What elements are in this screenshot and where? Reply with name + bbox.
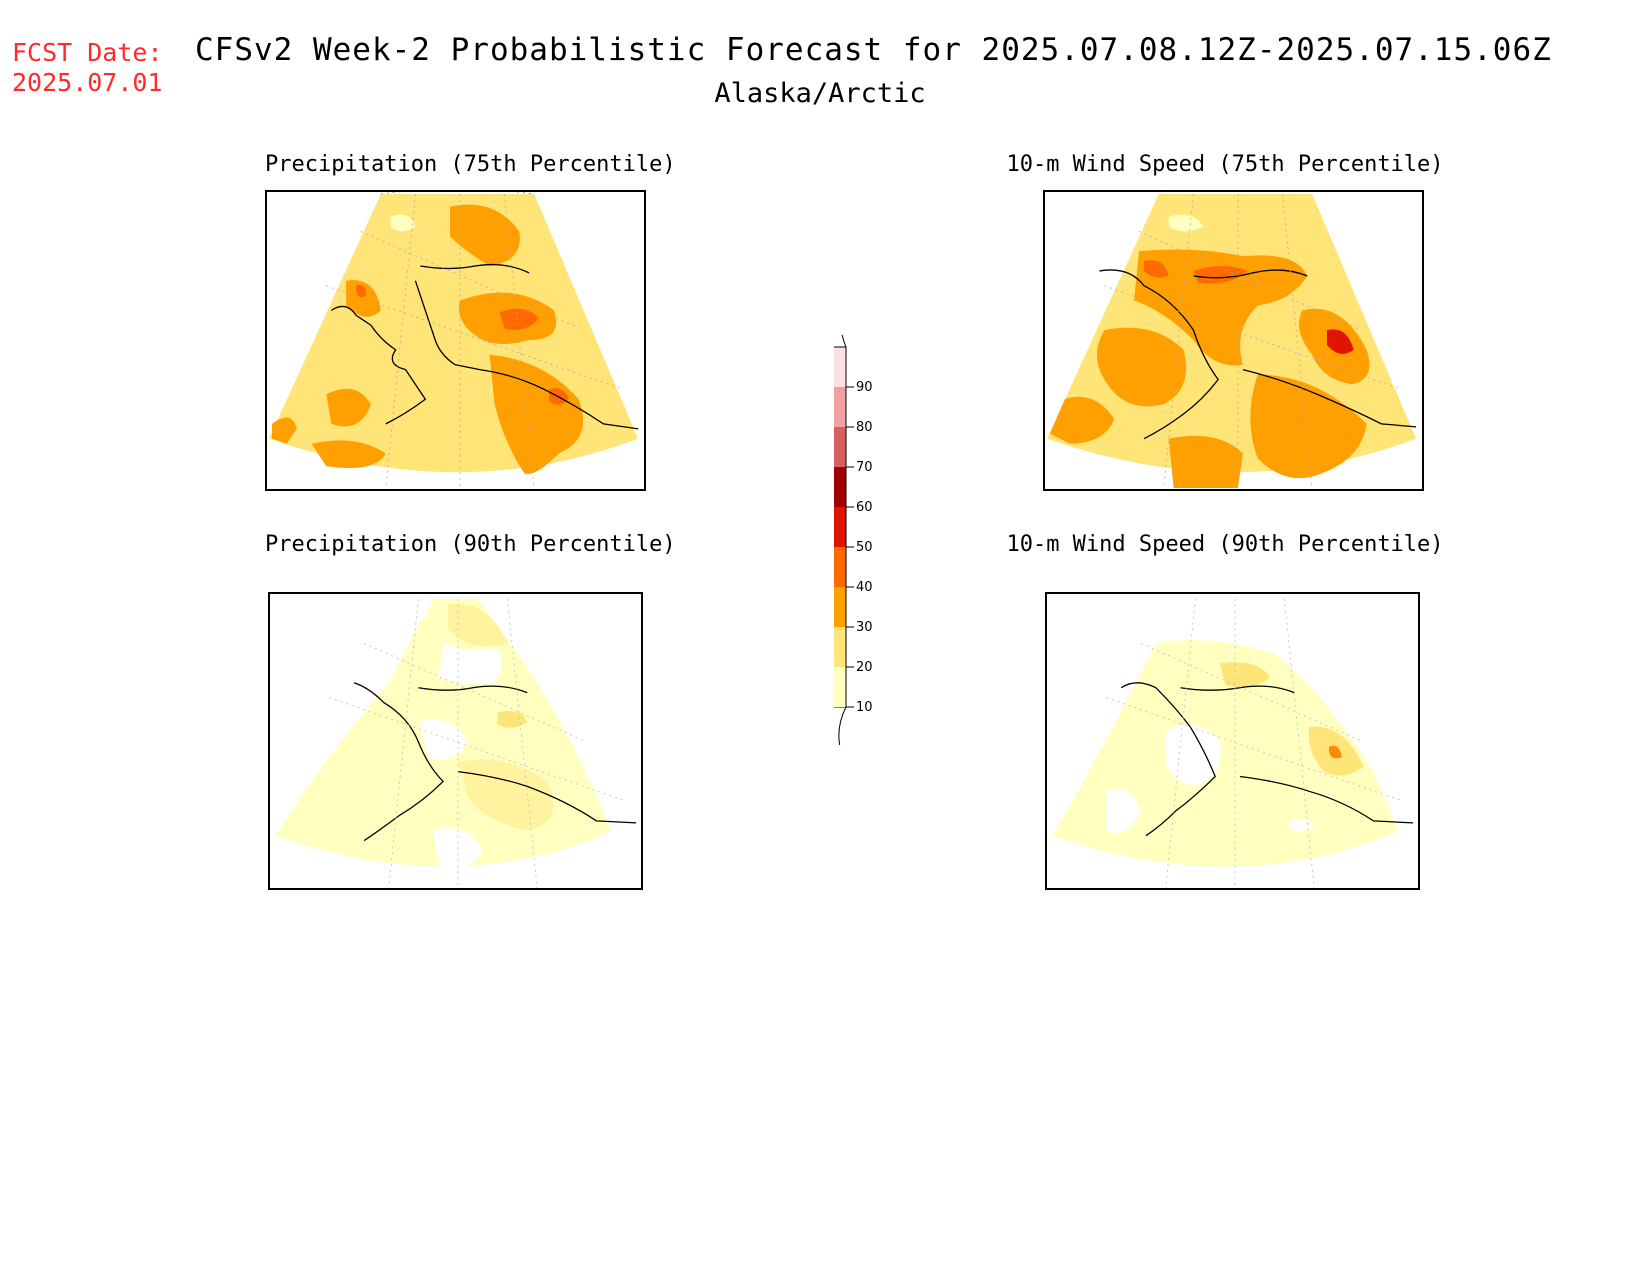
precip-90-coastline [418, 685, 637, 824]
precip-75-graticule [380, 192, 535, 195]
wind-75-orange-area [1049, 396, 1115, 444]
map-precip-90 [268, 592, 643, 890]
wind-75-coastline [1099, 269, 1219, 440]
colorbar-swatch [834, 627, 846, 667]
colorbar-swatch [834, 667, 846, 707]
colorbar-swatch [834, 387, 846, 427]
precip-75-orange-area [271, 417, 297, 444]
colorbar-label: 20 [856, 660, 873, 675]
colorbar-graphic: 10 20 30 40 50 60 70 80 90 [834, 306, 873, 748]
precip-75-coastline [330, 305, 427, 425]
precip-75-orange-area [346, 280, 381, 317]
panel-title-wind-90: 10-m Wind Speed (90th Percentile) [1006, 532, 1444, 557]
colorbar-swatch [834, 587, 846, 627]
precip-90-coastline [353, 682, 445, 842]
colorbar-lower-tip [834, 706, 847, 748]
wind-90-blank-area [1106, 788, 1141, 834]
page-title: CFSv2 Week-2 Probabilistic Forecast for … [195, 32, 1552, 68]
colorbar-label: 80 [856, 420, 873, 435]
colorbar-swatch [834, 347, 846, 387]
wind-90-blank-area [1165, 724, 1221, 787]
colorbar-swatch [834, 507, 846, 547]
colorbar-label: 90 [856, 380, 873, 395]
wind-75-orange-area [1250, 374, 1367, 479]
wind-75-red-area [1327, 329, 1354, 354]
wind-90-yellow-area [1220, 662, 1270, 688]
precip-75-deep-orange-area [356, 284, 366, 298]
precip-75-orange-area [326, 388, 371, 427]
precip-75-deep-orange-area [499, 308, 540, 331]
colorbar-swatch [834, 467, 846, 507]
wind-90-coastline [1180, 685, 1414, 824]
wind-75-light-area [1168, 214, 1204, 232]
panel-title-precip-75: Precipitation (75th Percentile) [265, 152, 676, 177]
precip-75-light-area [390, 214, 416, 232]
panel-title-precip-90: Precipitation (90th Percentile) [265, 532, 676, 557]
precip-75-orange-area [311, 440, 386, 469]
colorbar-upper-tip [834, 306, 847, 348]
colorbar-label: 60 [856, 500, 873, 515]
wind-75-orange-area [1096, 327, 1187, 407]
precip-90-blank-area [418, 719, 468, 760]
probability-colorbar: 10 20 30 40 50 60 70 80 90 [820, 306, 920, 748]
precip-75-orange-area [489, 354, 584, 475]
region-subtitle: Alaska/Arctic [714, 78, 926, 109]
precip-90-blank-area [438, 643, 502, 685]
forecast-date-block: FCST Date: 2025.07.01 [12, 38, 163, 98]
precip-75-coastline [414, 263, 639, 430]
colorbar-swatch [834, 547, 846, 587]
precip-90-light-area [457, 759, 554, 831]
precip-75-orange-area [450, 204, 520, 267]
forecast-date-label: FCST Date: [12, 38, 163, 67]
wind-75-orange-area [1168, 435, 1243, 489]
precip-90-light-area [448, 603, 508, 647]
map-wind-75 [1043, 190, 1424, 491]
wind-90-coastline [1120, 682, 1216, 837]
wind-75-coastline [1193, 269, 1417, 428]
colorbar-label: 40 [856, 580, 873, 595]
wind-90-orange-area [1328, 745, 1342, 759]
map-precip-75 [265, 190, 646, 491]
precip-90-yellow-area [497, 711, 528, 728]
wind-90-blank-area [1289, 819, 1315, 832]
colorbar-label: 50 [856, 540, 873, 555]
colorbar-swatch [834, 427, 846, 467]
colorbar-label: 10 [856, 700, 873, 715]
precip-90-blank-area [398, 598, 429, 623]
map-wind-90 [1045, 592, 1420, 890]
colorbar-label: 30 [856, 620, 873, 635]
forecast-date-value: 2025.07.01 [12, 68, 163, 97]
wind-75-orange-area [1134, 249, 1308, 366]
panel-title-wind-75: 10-m Wind Speed (75th Percentile) [1006, 152, 1444, 177]
colorbar-label: 70 [856, 460, 873, 475]
